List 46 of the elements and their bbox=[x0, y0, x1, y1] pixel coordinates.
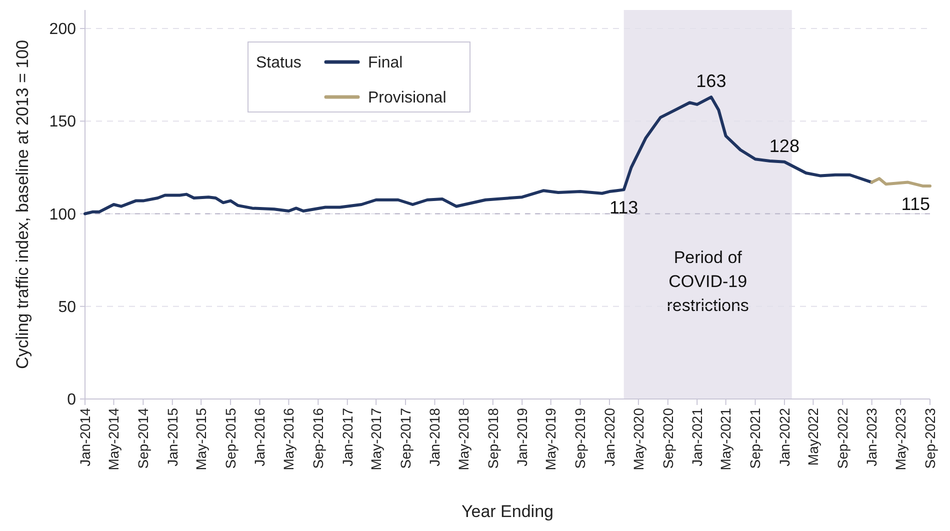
legend-label: Provisional bbox=[368, 90, 446, 107]
line-series bbox=[870, 177, 932, 188]
x-axis-title: Year Ending bbox=[461, 502, 554, 521]
x-tick-label: Jan-2018 bbox=[426, 408, 443, 466]
legend-label: Final bbox=[368, 54, 403, 72]
y-tick-label: 0 bbox=[67, 392, 76, 409]
x-tick-label: Sep-2023 bbox=[922, 408, 938, 469]
annotation: 115 bbox=[901, 194, 930, 214]
x-tick-label: Sep-2017 bbox=[397, 408, 414, 469]
x-tick-label: Sep-2018 bbox=[484, 408, 501, 469]
x-tick-label: May-2020 bbox=[630, 408, 646, 470]
x-tick-label: May-2018 bbox=[455, 408, 472, 470]
x-tick-label: May-2014 bbox=[106, 408, 122, 470]
x-tick-label: Jan-2014 bbox=[76, 408, 93, 466]
x-tick-label: Sep-2016 bbox=[310, 408, 326, 469]
x-tick-label: Jan-2015 bbox=[164, 408, 180, 466]
y-axis-title: Cycling traffic index, baseline at 2013 = 100 bbox=[12, 40, 32, 370]
annotation: 128 bbox=[769, 136, 800, 156]
x-tick-label: Sep-2014 bbox=[135, 408, 152, 469]
annotation: 163 bbox=[696, 71, 726, 92]
legend-title: Status bbox=[256, 54, 302, 72]
x-tick-label: Jan-2016 bbox=[252, 408, 268, 466]
x-tick-label: May-2017 bbox=[368, 408, 384, 470]
x-tick-label: Sep-2021 bbox=[747, 408, 764, 469]
x-tick-label: May-2015 bbox=[193, 408, 209, 470]
x-tick-label: May-2016 bbox=[280, 408, 297, 470]
y-tick-label: 150 bbox=[49, 114, 76, 131]
y-tick-label: 200 bbox=[49, 21, 76, 38]
band-label: Period of COVID-19 restrictions bbox=[666, 248, 749, 315]
x-tick-label: Jan-2019 bbox=[514, 408, 530, 466]
x-tick-label: Jan-2017 bbox=[339, 408, 356, 466]
x-tick-label: Sep-2015 bbox=[222, 408, 238, 469]
y-tick-label: 100 bbox=[49, 206, 76, 224]
x-tick-label: May-2019 bbox=[542, 408, 559, 470]
x-tick-label: May2022 bbox=[805, 408, 822, 466]
x-tick-label: Sep-2019 bbox=[572, 408, 588, 469]
x-tick-label: Jan-2021 bbox=[688, 408, 705, 466]
x-tick-label: Jan-2022 bbox=[776, 408, 792, 466]
x-tick-label: Sep-2020 bbox=[660, 408, 676, 469]
x-tick-label: Sep-2022 bbox=[834, 408, 851, 469]
x-tick-label: May-2021 bbox=[718, 408, 734, 470]
y-tick-label: 50 bbox=[58, 298, 76, 316]
x-tick-label: Jan-2020 bbox=[601, 408, 618, 466]
x-tick-label: May-2023 bbox=[892, 408, 908, 470]
annotation: 113 bbox=[609, 198, 638, 218]
x-tick-label: Jan-2023 bbox=[864, 408, 880, 466]
